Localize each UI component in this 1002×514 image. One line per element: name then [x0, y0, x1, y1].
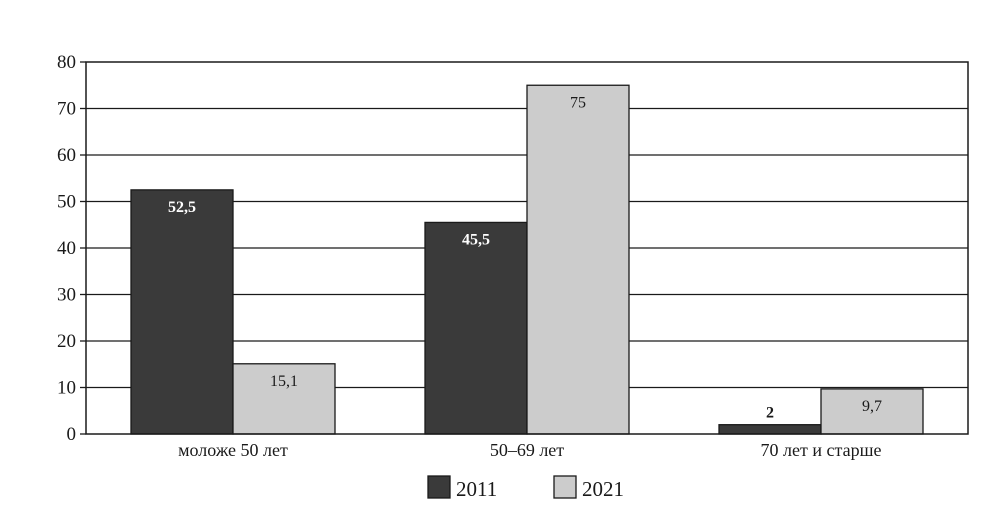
legend-label: 2021 — [582, 477, 624, 501]
x-category-label: 70 лет и старше — [761, 440, 882, 460]
x-category-label: 50–69 лет — [490, 440, 564, 460]
legend-swatch — [427, 475, 451, 499]
bar-2021-1 — [526, 84, 630, 435]
data-label: 52,5 — [168, 199, 196, 216]
y-axis-ticks: 0 10 20 30 40 50 60 70 80 — [57, 52, 86, 445]
bar-2011-1 — [424, 221, 528, 435]
y-tick-label: 60 — [57, 145, 76, 166]
data-label: 75 — [570, 94, 586, 111]
data-label: 15,1 — [270, 373, 298, 390]
y-tick-label: 30 — [57, 285, 76, 306]
legend: 2011 2021 — [427, 475, 624, 501]
y-tick-label: 80 — [57, 52, 76, 73]
bar-2011-2 — [718, 424, 822, 435]
legend-label: 2011 — [456, 477, 497, 501]
y-tick-label: 0 — [67, 424, 77, 445]
legend-swatch — [553, 475, 577, 499]
plot-frame — [85, 61, 969, 435]
y-tick-label: 10 — [57, 378, 76, 399]
bar-2011-0 — [130, 189, 234, 435]
y-tick-label: 20 — [57, 331, 76, 352]
y-tick-label: 70 — [57, 99, 76, 120]
x-category-label: моложе 50 лет — [178, 440, 288, 460]
y-tick-label: 50 — [57, 192, 76, 213]
y-tick-label: 40 — [57, 238, 76, 259]
x-axis-labels: моложе 50 лет 50–69 лет 70 лет и старше — [178, 440, 881, 460]
data-label: 9,7 — [862, 398, 882, 415]
data-label: 45,5 — [462, 231, 490, 248]
data-label: 2 — [766, 405, 774, 422]
bars: 52,5 15,1 45,5 75 2 9,7 — [130, 84, 924, 435]
